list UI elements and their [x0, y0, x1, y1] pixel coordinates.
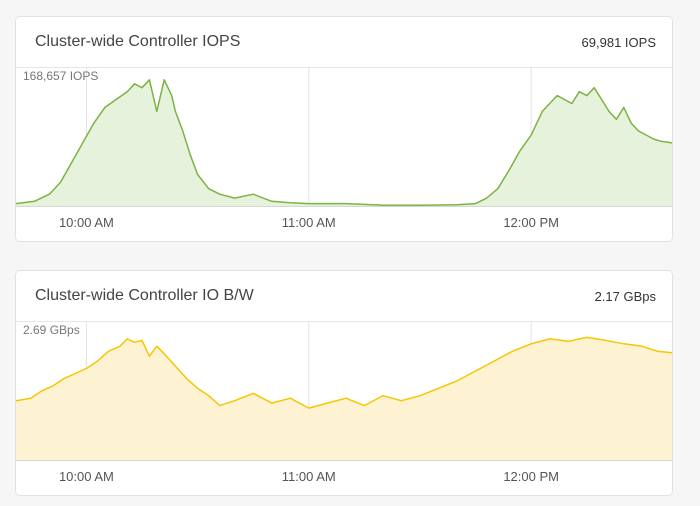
bandwidth-card: Cluster-wide Controller IO B/W 2.17 GBps…: [15, 270, 673, 496]
bandwidth-card-title: Cluster-wide Controller IO B/W: [35, 287, 254, 304]
bandwidth-x-tick-label: 11:00 AM: [282, 469, 336, 484]
bandwidth-current-value: 2.17 GBps: [594, 289, 656, 304]
iops-current-value: 69,981 IOPS: [581, 35, 656, 50]
bandwidth-x-tick-label: 12:00 PM: [503, 469, 559, 484]
iops-x-tick-label: 10:00 AM: [59, 215, 114, 230]
iops-card: Cluster-wide Controller IOPS 69,981 IOPS…: [15, 16, 673, 242]
bandwidth-chart[interactable]: 10:00 AM 11:00 AM 12:00 PM: [16, 321, 672, 495]
bandwidth-max-label: 2.69 GBps: [23, 323, 80, 337]
bandwidth-area-fill: [16, 337, 672, 460]
iops-x-tick-label: 11:00 AM: [282, 215, 336, 230]
iops-max-label: 168,657 IOPS: [23, 69, 99, 83]
bandwidth-series-line: [16, 336, 672, 409]
iops-chart[interactable]: 10:00 AM 11:00 AM 12:00 PM: [16, 67, 672, 241]
iops-card-title: Cluster-wide Controller IOPS: [35, 33, 241, 50]
iops-area-fill: [16, 79, 672, 206]
bandwidth-card-header: Cluster-wide Controller IO B/W 2.17 GBps: [16, 271, 672, 322]
iops-x-tick-label: 12:00 PM: [503, 215, 559, 230]
iops-card-header: Cluster-wide Controller IOPS 69,981 IOPS: [16, 17, 672, 68]
bandwidth-x-tick-label: 10:00 AM: [59, 469, 114, 484]
iops-series-line: [16, 79, 672, 206]
